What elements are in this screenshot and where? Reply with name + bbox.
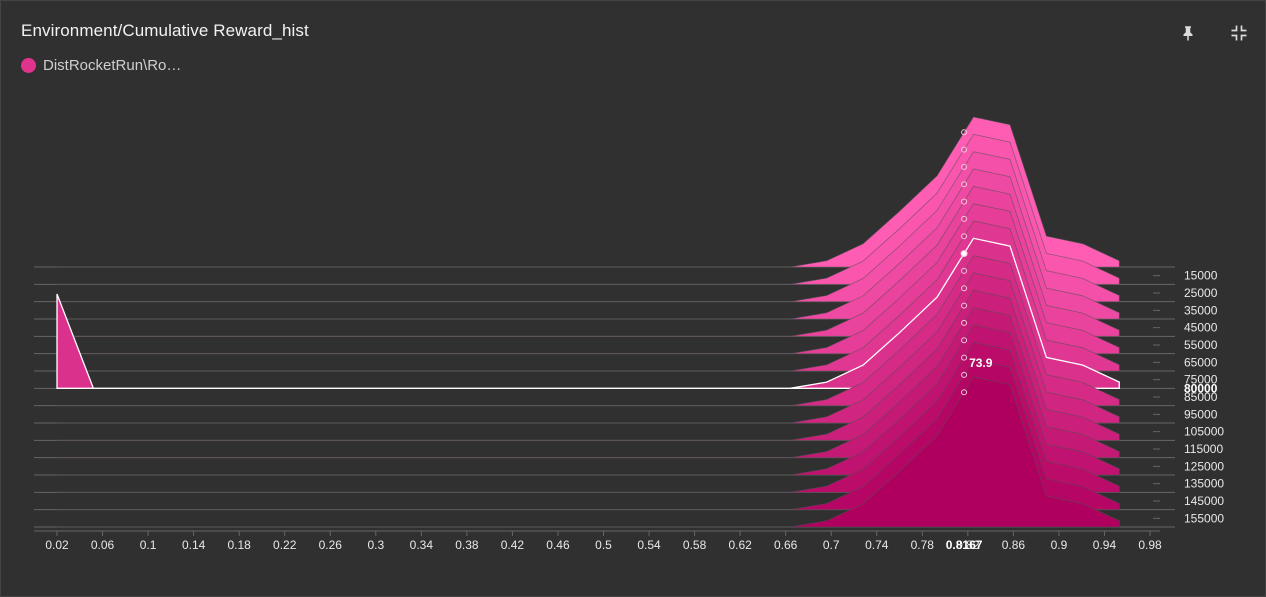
hover-marker	[961, 215, 968, 222]
hover-marker	[961, 129, 968, 136]
x-tick-label: 0.38	[455, 538, 479, 552]
x-tick-label: 0.42	[501, 538, 525, 552]
x-tick-label: 0.98	[1138, 538, 1162, 552]
card-title: Environment/Cumulative Reward_hist	[21, 21, 309, 40]
x-tick-label: 0.26	[319, 538, 343, 552]
x-tick-label: 0.78	[911, 538, 935, 552]
hover-marker	[961, 337, 968, 344]
y-tick-label: 85000	[1184, 390, 1218, 404]
x-tick-label: 0.94	[1093, 538, 1117, 552]
hover-marker	[961, 267, 968, 274]
x-tick-label: 0.5	[595, 538, 612, 552]
x-tick-label: 0.9	[1051, 538, 1068, 552]
y-tick-label: 15000	[1184, 269, 1218, 283]
y-tick-label: 25000	[1184, 286, 1218, 300]
y-tick-label: 125000	[1184, 459, 1224, 473]
x-tick-label: 0.58	[683, 538, 707, 552]
y-tick-label: 75000	[1184, 373, 1218, 387]
x-tick-label: 0.14	[182, 538, 206, 552]
y-tick-label: 135000	[1184, 477, 1224, 491]
y-tick-label: 105000	[1184, 425, 1224, 439]
x-tick-label: 0.02	[45, 538, 69, 552]
x-tick-label: 0.22	[273, 538, 297, 552]
x-tick-label: 0.1	[140, 538, 157, 552]
pin-icon	[1183, 26, 1193, 41]
legend-color-dot	[21, 58, 36, 73]
y-tick-label: 55000	[1184, 338, 1218, 352]
hover-value-label: 73.9	[969, 356, 993, 370]
x-tick-label: 0.34	[410, 538, 434, 552]
hover-marker	[961, 146, 968, 153]
x-tick-label: 0.3	[367, 538, 384, 552]
hover-marker	[961, 198, 968, 205]
hover-x-label: 0.8167	[946, 538, 983, 552]
y-tick-label: 155000	[1184, 511, 1224, 525]
x-tick-label: 0.62	[728, 538, 752, 552]
x-tick-label: 0.46	[546, 538, 570, 552]
y-tick-label: 45000	[1184, 321, 1218, 335]
x-tick-label: 0.66	[774, 538, 798, 552]
legend-label: DistRocketRun\Ro…	[43, 57, 182, 74]
hover-marker	[961, 371, 968, 378]
pin-button[interactable]	[1176, 21, 1200, 45]
hover-step-label: 80000	[1184, 381, 1218, 395]
y-tick-label: 115000	[1184, 442, 1223, 456]
x-tick-label: 0.06	[91, 538, 115, 552]
x-tick-label: 0.54	[637, 538, 661, 552]
y-tick-label: 95000	[1184, 407, 1218, 421]
collapse-button[interactable]	[1227, 21, 1251, 45]
hover-marker	[961, 389, 968, 396]
collapse-icon	[1231, 25, 1247, 41]
y-tick-label: 145000	[1184, 494, 1224, 508]
x-tick-label: 0.7	[823, 538, 840, 552]
histogram-slice	[57, 376, 1120, 528]
hover-marker	[961, 302, 968, 309]
y-tick-label: 65000	[1184, 355, 1218, 369]
hover-marker	[961, 233, 968, 240]
hover-marker	[961, 181, 968, 188]
x-tick-label: 0.74	[865, 538, 889, 552]
x-tick-label: 0.86	[1002, 538, 1026, 552]
hover-marker	[961, 285, 968, 292]
y-tick-label: 35000	[1184, 303, 1218, 317]
hover-marker	[961, 319, 968, 326]
hover-marker	[961, 163, 968, 170]
hover-marker	[960, 250, 968, 258]
legend[interactable]: DistRocketRun\Ro…	[21, 57, 181, 74]
hover-marker	[961, 354, 968, 361]
x-tick-label: 0.82	[956, 538, 980, 552]
x-tick-label: 0.18	[227, 538, 251, 552]
